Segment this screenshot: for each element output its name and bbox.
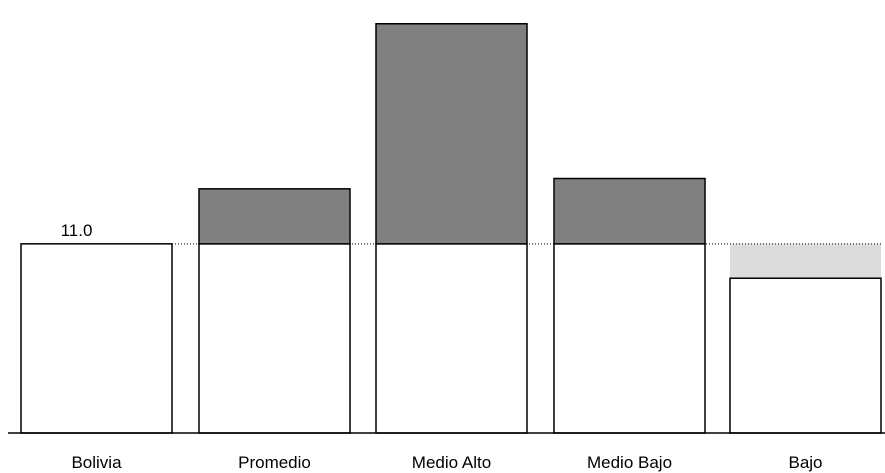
- bars-group: [20, 23, 882, 434]
- bar-promedio: [198, 243, 351, 434]
- category-label-bolivia: Bolivia: [71, 453, 122, 472]
- category-label-medio-bajo: Medio Bajo: [587, 453, 672, 472]
- bar-excess-medio-alto: [375, 23, 528, 245]
- category-label-bajo: Bajo: [788, 453, 822, 472]
- bar-excess-medio-bajo: [553, 177, 706, 245]
- bar-shortfall-bajo: [730, 243, 881, 279]
- category-label-medio-alto: Medio Alto: [412, 453, 491, 472]
- bar-medio-alto: [375, 243, 528, 434]
- data-label-bolivia: 11.0: [61, 221, 93, 240]
- bar-bolivia: [20, 243, 173, 434]
- bar-medio-bajo: [553, 243, 706, 434]
- category-label-promedio: Promedio: [238, 453, 311, 472]
- bar-bajo: [729, 277, 882, 434]
- labels-group: Bolivia 11.0 Promedio Medio Alto Medio Bajo B…: [61, 221, 823, 472]
- bar-excess-promedio: [198, 188, 351, 245]
